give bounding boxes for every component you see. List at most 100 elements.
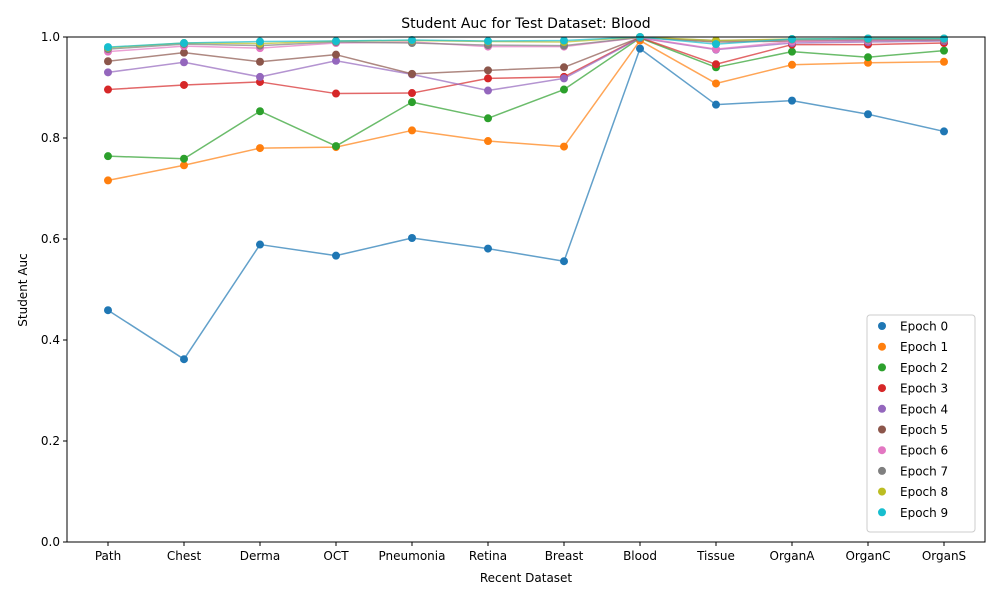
x-tick-label: Blood xyxy=(623,549,657,563)
data-point xyxy=(940,57,948,66)
data-point xyxy=(788,35,796,44)
legend-marker xyxy=(878,446,886,455)
x-tick-label: Pneumonia xyxy=(379,549,446,563)
data-point xyxy=(256,240,264,249)
y-tick-label: 0.8 xyxy=(41,131,60,145)
legend-marker xyxy=(878,322,886,330)
data-point xyxy=(940,127,948,136)
data-point xyxy=(712,100,720,109)
data-point xyxy=(940,46,948,55)
data-point xyxy=(332,37,340,46)
chart-title: Student Auc for Test Dataset: Blood xyxy=(401,16,650,32)
legend-marker xyxy=(878,384,886,393)
data-point xyxy=(788,47,796,56)
data-point xyxy=(560,36,568,45)
data-point xyxy=(788,60,796,69)
data-point xyxy=(712,60,720,69)
legend: Epoch 0 Epoch 1 Epoch 2 Epoch 3 Epoch 4 Epoch… xyxy=(866,314,976,533)
data-point xyxy=(560,63,568,72)
data-point xyxy=(712,79,720,88)
data-point xyxy=(408,36,416,45)
data-point xyxy=(332,251,340,260)
legend-label: Epoch 5 xyxy=(900,423,948,437)
axes-layer: Path Chest Derma OCT Pneumonia Retina Breast Bl… xyxy=(41,30,966,563)
data-point xyxy=(332,56,340,65)
data-point xyxy=(484,244,492,253)
legend-label: Epoch 9 xyxy=(900,506,948,520)
legend-label: Epoch 7 xyxy=(900,464,948,478)
data-point xyxy=(180,48,188,57)
series-line xyxy=(107,37,945,92)
data-point xyxy=(332,142,340,151)
y-tick-label: 0.0 xyxy=(41,535,60,549)
data-point xyxy=(560,74,568,83)
data-point xyxy=(864,53,872,62)
series-line xyxy=(107,37,945,160)
data-point xyxy=(788,96,796,105)
legend-box xyxy=(866,314,976,533)
y-tick-label: 0.4 xyxy=(41,333,60,347)
legend-marker xyxy=(878,404,886,413)
data-point xyxy=(104,176,112,185)
data-point xyxy=(484,86,492,95)
y-tick-label: 0.6 xyxy=(41,232,60,246)
data-point xyxy=(104,85,112,94)
data-point xyxy=(864,34,872,43)
data-point xyxy=(180,80,188,89)
data-point xyxy=(256,57,264,66)
data-point xyxy=(332,89,340,98)
data-point xyxy=(180,161,188,170)
x-tick-label: OCT xyxy=(323,549,349,563)
x-tick-label: OrganC xyxy=(845,549,890,563)
data-point xyxy=(104,306,112,315)
x-tick-label: Retina xyxy=(469,549,507,563)
data-point xyxy=(484,37,492,46)
data-point xyxy=(256,37,264,46)
series-line xyxy=(107,39,945,182)
data-point xyxy=(484,66,492,75)
data-point xyxy=(940,34,948,43)
y-tick-label: 1.0 xyxy=(41,30,60,44)
data-point xyxy=(864,110,872,119)
series-line xyxy=(107,47,945,360)
data-point xyxy=(104,57,112,66)
data-point xyxy=(408,89,416,98)
x-axis-label: Recent Dataset xyxy=(480,571,573,585)
y-axis-label: Student Auc xyxy=(16,253,30,326)
data-point xyxy=(180,154,188,163)
data-point xyxy=(408,69,416,78)
data-point xyxy=(104,68,112,77)
data-point xyxy=(560,85,568,94)
data-point xyxy=(712,40,720,49)
legend-marker xyxy=(878,363,886,372)
data-point xyxy=(560,142,568,151)
legend-marker xyxy=(878,342,886,351)
data-point xyxy=(104,43,112,52)
legend-label: Epoch 2 xyxy=(900,361,948,375)
legend-label: Epoch 0 xyxy=(900,320,948,334)
series-epoch-9 xyxy=(104,33,948,52)
data-point xyxy=(256,107,264,116)
x-tick-label: Tissue xyxy=(696,549,735,563)
series-line xyxy=(107,36,944,48)
legend-marker xyxy=(878,466,886,475)
data-point xyxy=(256,144,264,153)
data-point xyxy=(256,72,264,81)
data-point xyxy=(180,355,188,364)
series-epoch-0 xyxy=(104,44,948,364)
data-point xyxy=(408,233,416,242)
data-point xyxy=(408,98,416,107)
series-epoch-1 xyxy=(104,36,948,185)
data-point xyxy=(408,126,416,135)
data-point xyxy=(180,58,188,67)
x-tick-label: Derma xyxy=(240,549,280,563)
y-tick-label: 0.2 xyxy=(41,434,60,448)
data-point xyxy=(484,74,492,83)
data-point xyxy=(104,152,112,161)
data-point xyxy=(484,137,492,146)
legend-label: Epoch 1 xyxy=(900,340,948,354)
series-line xyxy=(107,36,945,53)
x-tick-label: Path xyxy=(95,549,121,563)
